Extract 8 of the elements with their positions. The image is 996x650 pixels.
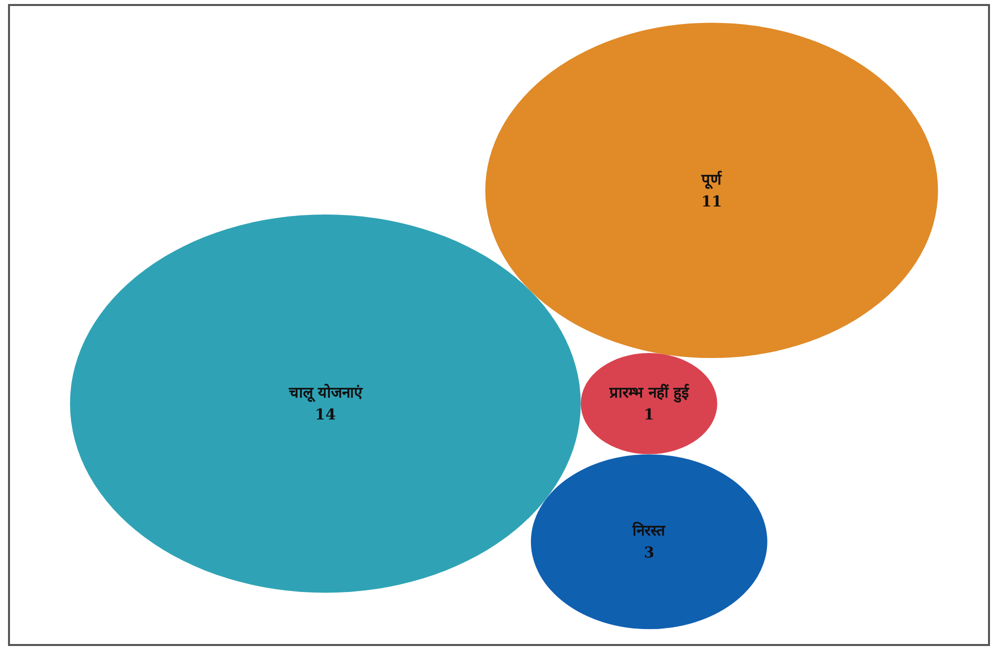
data-label: 14 [314, 406, 336, 424]
data-label: 11 [701, 192, 722, 210]
category-label: पूर्ण [700, 170, 723, 190]
category-label: चालू योजनाएं [288, 384, 363, 403]
data-label: 3 [644, 544, 654, 562]
data-label: 1 [644, 406, 654, 424]
category-label: निरस्त [632, 522, 667, 540]
category-label: प्रारम्भ नहीं हुई [608, 384, 690, 404]
